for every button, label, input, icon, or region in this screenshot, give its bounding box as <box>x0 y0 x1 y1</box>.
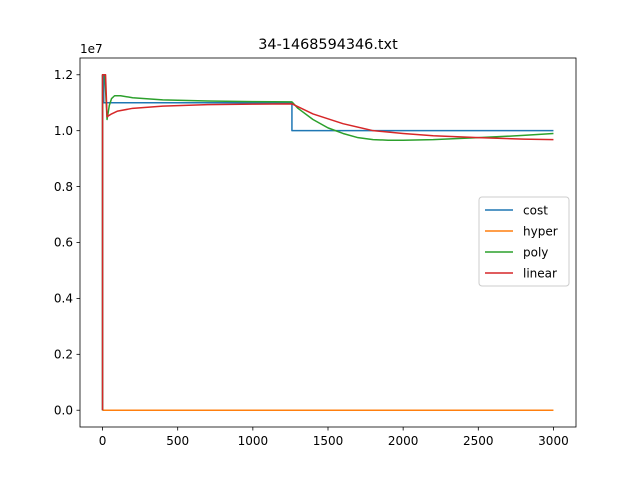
x-tick-label: 1000 <box>238 434 269 448</box>
legend: cost hyper poly linear <box>478 196 570 287</box>
x-tick-label: 3000 <box>538 434 569 448</box>
x-tick-label: 2500 <box>463 434 494 448</box>
x-tick-label: 1500 <box>313 434 344 448</box>
y-tick-label: 1.2 <box>54 68 73 82</box>
series-line-poly <box>101 74 554 411</box>
x-tick-label: 500 <box>166 434 189 448</box>
series-line-linear <box>101 74 554 411</box>
y-axis-scale-note: 1e7 <box>80 42 103 56</box>
legend-label-cost: cost <box>523 203 548 217</box>
y-tick-label: 1.0 <box>54 124 73 138</box>
y-tick-label: 0.8 <box>54 180 73 194</box>
y-tick-label: 0.2 <box>54 348 73 362</box>
x-tick-label: 0 <box>99 434 107 448</box>
plot-series <box>101 74 554 411</box>
chart-title: 34-1468594346.txt <box>258 37 398 53</box>
legend-label-poly: poly <box>523 245 548 259</box>
y-tick-label: 0.6 <box>54 236 73 250</box>
y-tick-label: 0.0 <box>54 403 73 417</box>
axes: 0 500 1000 1500 2000 2500 3000 0.0 0.2 0.4 0.6 0.8 1… <box>54 57 577 448</box>
legend-label-linear: linear <box>523 266 557 280</box>
legend-label-hyper: hyper <box>523 224 558 238</box>
y-tick-label: 0.4 <box>54 292 73 306</box>
x-tick-label: 2000 <box>388 434 419 448</box>
legend-box <box>478 196 570 287</box>
